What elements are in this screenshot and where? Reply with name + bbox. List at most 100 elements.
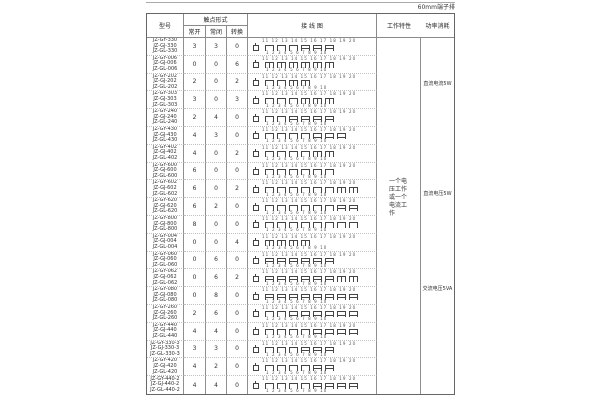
- wiring-diagram: 11 12 13 14 15 16 17 18 19 20 1 2 3 4 5 6…: [248, 55, 377, 74]
- model-number: JZ-GL-600: [152, 172, 178, 179]
- model-number: JZ-GL-060: [152, 261, 178, 268]
- co-contact-icon: [288, 80, 298, 87]
- diagram-bottom-terminals: 1 2 3 4 5 6 7 8 9 10: [266, 49, 328, 55]
- no-contact-icon: [300, 329, 310, 336]
- diagram-contacts: [252, 60, 374, 69]
- co-contact-icon: [336, 275, 346, 282]
- nc-contact-icon: [324, 364, 334, 371]
- nc-contact-icon: [312, 382, 322, 389]
- model-number: JZ-GL-260: [152, 315, 178, 322]
- model-number: JZ-GY-430: [152, 126, 178, 132]
- co-contact-icon: [300, 62, 310, 69]
- no-contact-icon: [300, 151, 310, 158]
- no-contact-icon: [288, 44, 298, 51]
- co-contact-icon: [300, 97, 310, 104]
- nc-contact-icon: [276, 258, 286, 265]
- diagram-contacts: [252, 78, 374, 87]
- model-cell: JZ-GY-440 JZ-GJ-440 JZ-GL-440: [147, 322, 184, 341]
- nc-contact-icon: [348, 382, 358, 389]
- no-count: 0: [184, 287, 206, 305]
- model-number: JZ-GJ-004: [153, 238, 177, 245]
- co-count: 0: [227, 358, 248, 377]
- co-contact-icon: [348, 186, 358, 193]
- diagram-top-terminals: 11 12 13 14 15 16 17 18 19 20: [262, 144, 357, 150]
- diagram-top-terminals: 11 12 13 14 15 16 17 18 19 20: [262, 38, 357, 43]
- nc-contact-icon: [264, 275, 274, 282]
- model-cell: JZ-GY-260 JZ-GJ-260 JZ-GL-260: [147, 304, 184, 323]
- nc-contact-icon: [300, 258, 310, 265]
- nc-contact-icon: [348, 311, 358, 318]
- no-contact-icon: [312, 204, 322, 211]
- diagram-contacts: [252, 95, 374, 104]
- nc-contact-icon: [324, 258, 334, 265]
- diagram-top-terminals: 11 12 13 14 15 16 17 18 19 20: [262, 73, 357, 79]
- nc-count: 0: [206, 91, 227, 110]
- model-number: JZ-GY-602: [152, 180, 178, 186]
- model-cell: JZ-GY-062 JZ-GJ-062 JZ-GL-062: [147, 269, 184, 288]
- co-count: 0: [227, 126, 248, 145]
- wiring-diagram: 11 12 13 14 15 16 17 18 19 20 1 2 3 4 5 6…: [248, 269, 377, 288]
- model-number: JZ-GJ-440-2: [150, 381, 180, 388]
- nc-count: 8: [206, 287, 227, 305]
- model-number: JZ-GL-602: [152, 190, 178, 197]
- nc-contact-icon: [312, 364, 322, 371]
- no-contact-icon: [276, 169, 286, 176]
- model-number: JZ-GJ-062: [153, 273, 177, 280]
- spec-table: 型号 触点形式 常开 常闭 转换 接 线 图 工作特性 功率消耗 一个电压工作或…: [146, 13, 455, 395]
- diagram-contacts: [252, 273, 374, 282]
- co-count: 2: [227, 144, 248, 163]
- no-count: 0: [184, 269, 206, 288]
- co-contact-icon: [276, 240, 286, 247]
- no-contact-icon: [288, 382, 298, 389]
- co-count: 0: [227, 251, 248, 270]
- col-header-normally-open: 常开: [184, 26, 206, 38]
- nc-contact-icon: [348, 329, 358, 336]
- diagram-bottom-terminals: 1 2 3 4 5 6 7 8 9 10: [266, 138, 328, 144]
- diagram-bottom-terminals: 1 2 3 4 5 6 7 8 9 10: [266, 245, 328, 251]
- nc-count: 2: [206, 358, 227, 377]
- model-cell: JZ-GY-440-2 JZ-GJ-440-2 JZ-GL-440-2: [147, 376, 184, 394]
- model-number: JZ-GY-240: [152, 109, 178, 115]
- diagram-bottom-terminals: 1 2 3 4 5 6 7 8 9 10: [266, 191, 328, 197]
- wiring-diagram: 11 12 13 14 15 16 17 18 19 20 1 2 3 4 5 6…: [248, 91, 377, 110]
- nc-count: 4: [206, 322, 227, 341]
- co-count: 2: [227, 73, 248, 92]
- nc-contact-icon: [288, 293, 298, 300]
- nc-count: 0: [206, 180, 227, 199]
- model-number: JZ-GY-800: [152, 215, 178, 221]
- wiring-diagram: 11 12 13 14 15 16 17 18 19 20 1 2 3 4 5 6…: [248, 162, 377, 181]
- no-count: 4: [184, 376, 206, 394]
- model-number: JZ-GJ-060: [153, 256, 177, 263]
- nc-contact-icon: [312, 329, 322, 336]
- diagram-contacts: [252, 345, 374, 354]
- no-contact-icon: [276, 222, 286, 229]
- diagram-top-terminals: 11 12 13 14 15 16 17 18 19 20: [262, 358, 357, 364]
- model-number: JZ-GL-330-3: [150, 350, 180, 357]
- co-count: 4: [227, 233, 248, 252]
- nc-contact-icon: [336, 311, 346, 318]
- co-contact-icon: [264, 62, 274, 69]
- diagram-contacts: [252, 327, 374, 336]
- coil-icon: [253, 42, 259, 51]
- no-count: 6: [184, 198, 206, 216]
- no-contact-icon: [288, 347, 298, 354]
- no-contact-icon: [288, 329, 298, 336]
- nc-count: 6: [206, 304, 227, 323]
- nc-contact-icon: [288, 258, 298, 265]
- diagram-bottom-terminals: 1 2 3 4 5 6 7 8 9 10: [266, 316, 328, 322]
- col-header-normally-closed: 常闭: [206, 26, 227, 38]
- no-contact-icon: [324, 204, 334, 211]
- no-contact-icon: [288, 204, 298, 211]
- nc-count: 6: [206, 251, 227, 270]
- diagram-contacts: [252, 380, 374, 389]
- model-cell: JZ-GY-602 JZ-GJ-602 JZ-GL-602: [147, 180, 184, 199]
- power-label-dc-voltage: 直流电压5W: [423, 191, 452, 197]
- co-count: 0: [227, 322, 248, 341]
- diagram-bottom-terminals: 1 2 3 4 5 6 7 8 9 10: [266, 387, 328, 393]
- nc-count: 4: [206, 376, 227, 394]
- no-contact-icon: [264, 186, 274, 193]
- model-cell: JZ-GY-330 JZ-GJ-330 JZ-GL-330: [147, 38, 184, 56]
- diagram-contacts: [252, 131, 374, 140]
- nc-contact-icon: [324, 133, 334, 140]
- diagram-top-terminals: 11 12 13 14 15 16 17 18 19 20: [262, 233, 357, 239]
